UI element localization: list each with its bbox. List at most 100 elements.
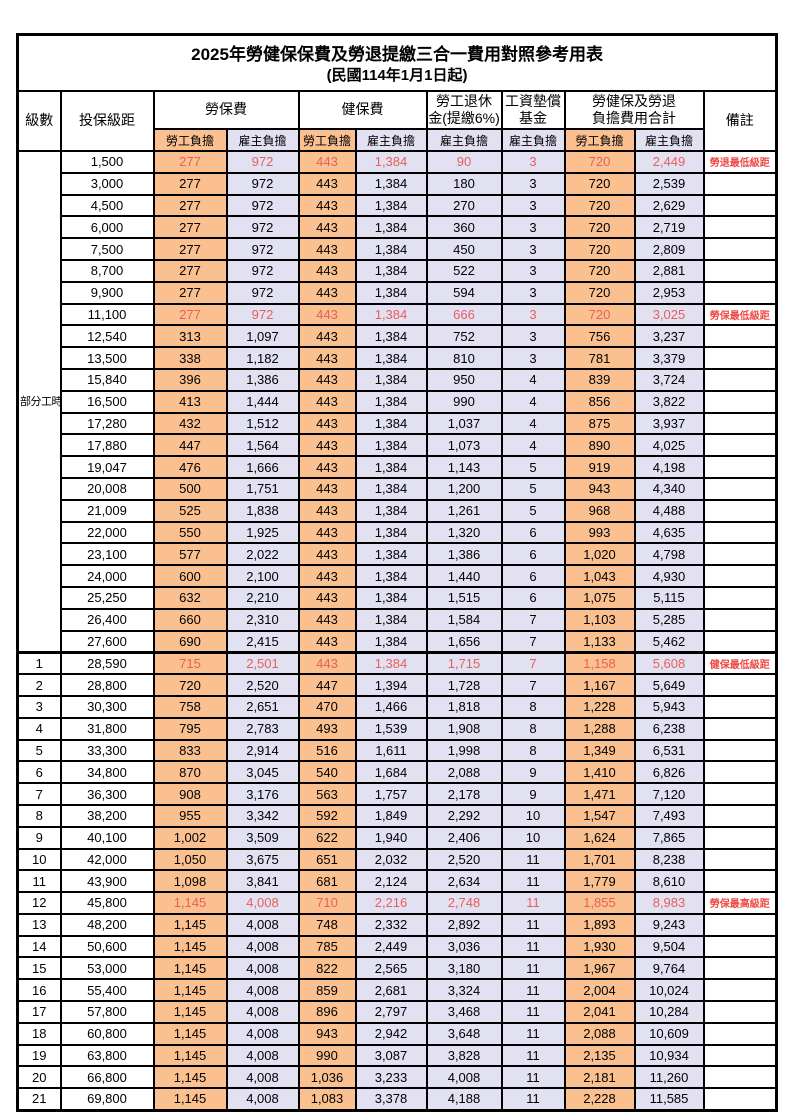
cell-total-employer: 2,449 [633,150,705,174]
cell-labor-employee: 313 [152,324,228,349]
cell-health-employer: 2,124 [354,869,428,894]
cell-labor-employee: 715 [152,650,228,676]
cell-health-employer: 1,384 [354,171,428,196]
cell-health-employer: 1,384 [354,542,428,567]
cell-labor-employer: 1,512 [225,411,300,436]
cell-total-employer: 3,724 [633,367,705,392]
cell-bracket: 26,400 [59,607,155,632]
cell-total-employer: 10,024 [633,978,705,1003]
cell-health-employee: 896 [297,1000,357,1024]
table-row: 22,000 550 1,925 443 1,384 1,320 6 993 4,635 [18,520,778,545]
cell-note [702,934,778,959]
cell-bracket: 28,800 [59,673,155,697]
cell-health-employee: 443 [297,520,357,545]
cell-health-employee: 443 [297,476,357,501]
cell-labor-employer: 1,097 [225,324,300,349]
cell-health-employer: 1,384 [354,411,428,436]
cell-wage-fund-employer: 3 [500,171,566,196]
cell-wage-fund-employer: 4 [500,367,566,392]
cell-note [702,1087,778,1112]
cell-health-employer: 1,940 [354,825,428,850]
cell-wage-fund-employer: 6 [500,520,566,545]
table-row: 13 48,200 1,145 4,008 748 2,332 2,892 11 1,893 9,… [16,912,778,937]
cell-health-employer: 1,849 [354,803,428,828]
cell-note [702,346,778,370]
cell-health-employer: 1,384 [354,564,428,588]
cell-total-employer: 8,610 [633,869,705,894]
cell-health-employer: 1,384 [354,476,428,501]
table-row: 6,000 277 972 443 1,384 360 3 720 2,719 [18,215,778,240]
cell-labor-employer: 1,564 [225,433,300,458]
cell-health-employee: 443 [297,433,357,458]
table-row: 12,540 313 1,097 443 1,384 752 3 756 3,237 [18,324,778,349]
cell-pension-employer: 3,180 [425,956,503,981]
cell-wage-fund-employer: 11 [500,956,566,981]
cell-labor-employer: 2,783 [225,716,300,741]
cell-level: 7 [16,782,62,806]
cell-total-employer: 2,719 [633,215,705,240]
cell-total-employer: 6,531 [633,738,705,763]
cell-labor-employer: 3,841 [225,869,300,894]
cell-note: 健保最低級距 [702,650,778,676]
cell-labor-employer: 2,022 [225,542,300,567]
cell-wage-fund-employer: 11 [500,1087,566,1112]
cell-labor-employer: 4,008 [225,934,300,959]
cell-health-employer: 2,681 [354,978,428,1003]
cell-health-employee: 710 [297,891,357,915]
cell-pension-employer: 3,468 [425,1000,503,1024]
cell-pension-employer: 2,748 [425,891,503,915]
cell-labor-employer: 972 [225,237,300,261]
cell-labor-employer: 4,008 [225,1043,300,1068]
subheader-wage-fund-employer: 雇主負擔 [500,128,566,152]
cell-health-employee: 443 [297,367,357,392]
table-row: 18 60,800 1,145 4,008 943 2,942 3,648 11 2,088 10… [16,1021,778,1046]
table-row: 17,280 432 1,512 443 1,384 1,037 4 875 3,937 [18,411,778,436]
cell-labor-employer: 972 [225,280,300,305]
cell-total-employee: 1,075 [563,585,636,610]
table-row: 24,000 600 2,100 443 1,384 1,440 6 1,043 4,930 [18,564,778,588]
cell-health-employer: 1,384 [354,258,428,283]
cell-pension-employer: 2,520 [425,847,503,872]
cell-note [702,978,778,1003]
cell-labor-employer: 2,501 [225,650,300,676]
cell-note [702,869,778,894]
cell-level: 4 [16,716,62,741]
cell-pension-employer: 950 [425,367,503,392]
cell-health-employer: 3,233 [354,1065,428,1090]
cell-bracket: 6,000 [59,215,155,240]
cell-total-employer: 5,943 [633,694,705,719]
cell-labor-employee: 277 [152,171,228,196]
page-subtitle: (民國114年1月1日起) [326,66,468,84]
cell-labor-employee: 690 [152,629,228,654]
cell-total-employee: 2,088 [563,1021,636,1046]
cell-total-employee: 856 [563,389,636,414]
cell-labor-employee: 277 [152,150,228,174]
subheader-labor-employee: 勞工負擔 [152,128,228,152]
cell-pension-employer: 1,908 [425,716,503,741]
cell-bracket: 40,100 [59,825,155,850]
cell-note [702,542,778,567]
table-row: 15,840 396 1,386 443 1,384 950 4 839 3,724 [18,367,778,392]
cell-wage-fund-employer: 11 [500,934,566,959]
cell-labor-employee: 795 [152,716,228,741]
subheader-pension-employer: 雇主負擔 [425,128,503,152]
cell-health-employer: 1,757 [354,782,428,806]
cell-pension-employer: 1,998 [425,738,503,763]
cell-total-employee: 1,930 [563,934,636,959]
cell-note [702,193,778,218]
cell-note [702,564,778,588]
cell-labor-employer: 1,666 [225,455,300,479]
cell-labor-employee: 1,145 [152,1021,228,1046]
cell-labor-employee: 413 [152,389,228,414]
cell-health-employee: 443 [297,650,357,676]
cell-wage-fund-employer: 11 [500,978,566,1003]
cell-total-employee: 1,158 [563,650,636,676]
cell-labor-employee: 1,145 [152,912,228,937]
cell-total-employer: 5,608 [633,650,705,676]
cell-health-employee: 443 [297,237,357,261]
cell-wage-fund-employer: 11 [500,847,566,872]
cell-pension-employer: 522 [425,258,503,283]
cell-wage-fund-employer: 5 [500,498,566,523]
table-row: 17,880 447 1,564 443 1,384 1,073 4 890 4,025 [18,433,778,458]
cell-health-employee: 443 [297,346,357,370]
